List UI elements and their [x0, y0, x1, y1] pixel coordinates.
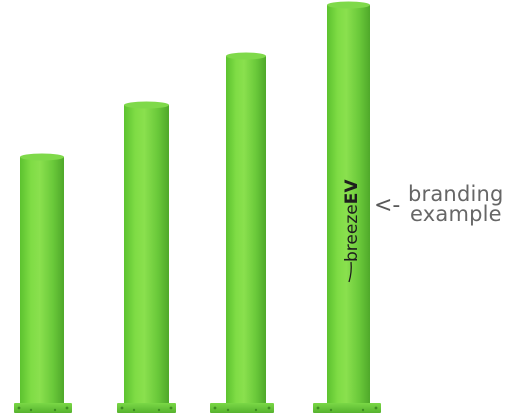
bollard-tallest: [313, 1, 381, 413]
logo-text-bold: EV: [342, 179, 362, 205]
base-plate: [117, 403, 176, 413]
arrow-left-icon: <-: [374, 193, 401, 218]
base-plate: [210, 403, 274, 413]
bollard-tall: [210, 52, 274, 413]
logo-text-regular: breeze: [342, 204, 362, 262]
bollard-short: [14, 153, 72, 413]
bollard-medium: [117, 101, 176, 413]
branding-annotation: <- branding example: [368, 182, 518, 230]
annotation-line-1: branding: [408, 182, 504, 206]
base-plate: [313, 403, 381, 413]
annotation-line-2: example: [410, 202, 502, 226]
svg-text:breezeEV: breezeEV: [342, 179, 362, 262]
logo-swoosh-icon: [348, 261, 352, 283]
breezev-logo: breezeEV: [342, 179, 362, 262]
base-plate: [14, 403, 72, 413]
